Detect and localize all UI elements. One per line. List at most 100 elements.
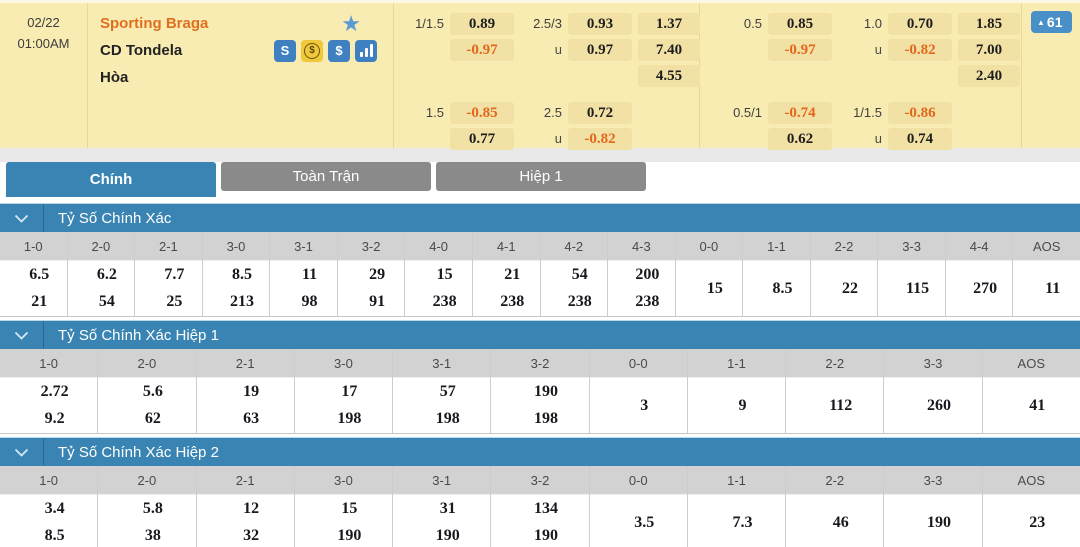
score-odds-value[interactable]: 62	[144, 410, 161, 428]
score-odds-value[interactable]: 22	[842, 279, 859, 297]
score-odds-value[interactable]: 134	[533, 499, 558, 517]
over-odds[interactable]: 0.93	[568, 13, 632, 35]
tab-toan-tran[interactable]: Toàn Trận	[221, 162, 431, 191]
section-header: Tỷ Số Chính Xác Hiệp 1	[0, 320, 1080, 349]
score-odds-value[interactable]: 19	[243, 382, 260, 400]
score-odds-value[interactable]: 198	[337, 410, 362, 428]
under-odds[interactable]: 0.97	[568, 39, 632, 61]
score-odds-value[interactable]: 29	[369, 265, 386, 283]
score-odds-value[interactable]: 238	[500, 293, 525, 311]
more-markets-badge[interactable]: ▲ 61	[1031, 11, 1072, 33]
score-odds-value[interactable]: 11	[1045, 279, 1061, 297]
score-odds-value[interactable]: 46	[832, 513, 849, 531]
cash-odds-icon[interactable]: $	[328, 39, 350, 62]
score-odds-value[interactable]: 3.4	[44, 499, 65, 517]
score-odds-value[interactable]: 21	[504, 265, 521, 283]
score-odds-value[interactable]: 190	[337, 527, 362, 545]
match-tracker-icon[interactable]: S	[274, 39, 296, 62]
x12-draw-odds[interactable]: 4.55	[638, 65, 700, 87]
score-column: 1-1 9	[687, 349, 787, 433]
collapse-chevron-icon[interactable]	[0, 204, 44, 232]
score-odds-value[interactable]: 198	[533, 410, 558, 428]
over-odds[interactable]: -0.86	[888, 102, 952, 124]
score-odds-value[interactable]: 7.7	[164, 265, 185, 283]
score-odds-value[interactable]: 213	[229, 293, 254, 311]
score-odds-value[interactable]: 11	[301, 265, 318, 283]
collapse-chevron-icon[interactable]	[0, 438, 44, 466]
score-odds-value[interactable]: 3	[640, 396, 649, 414]
under-odds[interactable]: -0.82	[888, 39, 952, 61]
handicap-away-odds[interactable]: 0.77	[450, 128, 514, 150]
handicap-home-odds[interactable]: -0.85	[450, 102, 514, 124]
score-odds-value[interactable]: 54	[571, 265, 588, 283]
under-odds[interactable]: -0.82	[568, 128, 632, 150]
score-odds-value[interactable]: 91	[369, 293, 386, 311]
score-odds-value[interactable]: 25	[166, 293, 183, 311]
collapse-chevron-icon[interactable]	[0, 321, 44, 349]
score-odds-value[interactable]: 5.6	[142, 382, 163, 400]
score-odds-value[interactable]: 112	[829, 396, 853, 414]
score-odds-value[interactable]: 6.2	[96, 265, 117, 283]
score-odds-value[interactable]: 63	[243, 410, 260, 428]
over-odds[interactable]: 0.70	[888, 13, 952, 35]
handicap-line-label: 1.5	[425, 105, 444, 120]
score-odds-value[interactable]: 38	[144, 527, 161, 545]
score-odds-value[interactable]: 2.72	[40, 382, 69, 400]
score-odds-value[interactable]: 190	[927, 513, 952, 531]
statistics-icon[interactable]	[355, 39, 377, 62]
score-odds-value[interactable]: 98	[301, 293, 318, 311]
score-odds-value[interactable]: 8.5	[44, 527, 65, 545]
score-odds-value[interactable]: 198	[435, 410, 460, 428]
score-odds-value[interactable]: 5.8	[142, 499, 163, 517]
score-odds-value[interactable]: 57	[439, 382, 456, 400]
score-odds-value[interactable]: 115	[906, 279, 930, 297]
score-odds-value[interactable]: 238	[432, 293, 457, 311]
score-odds-value[interactable]: 41	[1029, 396, 1046, 414]
under-label: u	[874, 131, 882, 146]
score-odds-value[interactable]: 190	[435, 527, 460, 545]
score-odds-value[interactable]: 190	[533, 382, 558, 400]
handicap-home-odds[interactable]: 0.85	[768, 13, 832, 35]
score-odds-value[interactable]: 32	[243, 527, 260, 545]
x12-home-odds[interactable]: 1.37	[638, 13, 700, 35]
score-odds-value[interactable]: 15	[436, 265, 453, 283]
score-odds-value[interactable]: 260	[927, 396, 952, 414]
x12-away-odds[interactable]: 7.40	[638, 39, 700, 61]
score-odds-value[interactable]: 238	[567, 293, 592, 311]
favorite-star-icon[interactable]: ★	[341, 10, 361, 36]
score-column-header: 4-1	[472, 232, 540, 261]
score-odds-value[interactable]: 190	[533, 527, 558, 545]
handicap-home-odds[interactable]: -0.74	[768, 102, 832, 124]
handicap-away-odds[interactable]: -0.97	[768, 39, 832, 61]
score-column-header: 2-0	[98, 349, 196, 378]
score-odds-value[interactable]: 6.5	[29, 265, 50, 283]
score-odds-value[interactable]: 9.2	[44, 410, 65, 428]
x12-home-odds[interactable]: 1.85	[958, 13, 1020, 35]
score-odds-value[interactable]: 31	[439, 499, 456, 517]
handicap-away-odds[interactable]: -0.97	[450, 39, 514, 61]
score-odds-value[interactable]: 17	[341, 382, 358, 400]
score-odds-value[interactable]: 200	[635, 265, 660, 283]
score-odds-value[interactable]: 238	[635, 293, 660, 311]
score-odds-value[interactable]: 54	[98, 293, 115, 311]
odds-exchange-icon[interactable]: $	[301, 39, 323, 62]
score-odds-value[interactable]: 12	[243, 499, 260, 517]
score-odds-value[interactable]: 21	[31, 293, 48, 311]
x12-away-odds[interactable]: 7.00	[958, 39, 1020, 61]
score-odds-value[interactable]: 8.5	[231, 265, 252, 283]
handicap-away-odds[interactable]: 0.62	[768, 128, 832, 150]
score-odds-value[interactable]: 7.3	[732, 513, 753, 531]
under-odds[interactable]: 0.74	[888, 128, 952, 150]
over-odds[interactable]: 0.72	[568, 102, 632, 124]
score-odds-value[interactable]: 9	[738, 396, 747, 414]
score-odds-value[interactable]: 15	[706, 279, 723, 297]
tab-chinh[interactable]: Chính	[6, 162, 216, 197]
tab-hiep-1[interactable]: Hiệp 1	[436, 162, 646, 191]
score-odds-value[interactable]: 270	[973, 279, 998, 297]
handicap-home-odds[interactable]: 0.89	[450, 13, 514, 35]
x12-draw-odds[interactable]: 2.40	[958, 65, 1020, 87]
score-odds-value[interactable]: 15	[341, 499, 358, 517]
score-odds-value[interactable]: 3.5	[634, 513, 655, 531]
score-odds-value[interactable]: 23	[1029, 513, 1046, 531]
score-odds-value[interactable]: 8.5	[772, 279, 793, 297]
